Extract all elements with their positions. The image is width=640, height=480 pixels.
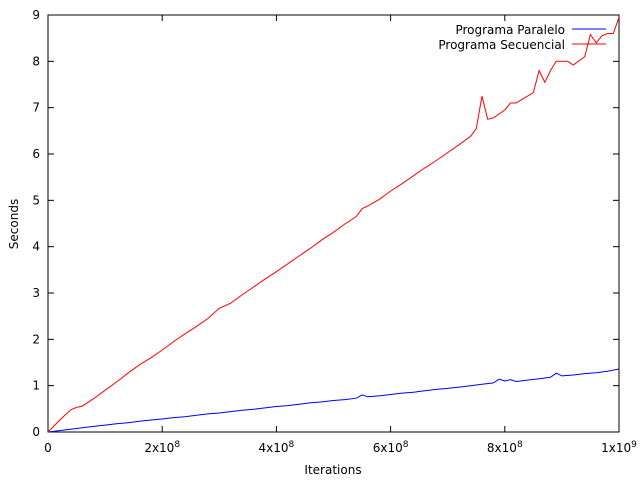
y-tick-label: 5	[32, 193, 40, 207]
y-tick-label: 6	[32, 147, 40, 161]
legend-label-secuencial: Programa Secuencial	[438, 38, 565, 52]
x-tick-label: 6x108	[373, 440, 409, 455]
y-tick-label: 4	[32, 240, 40, 254]
x-tick-label: 4x108	[259, 440, 295, 455]
y-tick-label: 7	[32, 101, 40, 115]
y-axis-ticks: 0 1 2 3 4 5 6 7 8 9	[32, 8, 619, 439]
x-tick-label: 2x108	[144, 440, 180, 455]
y-tick-label: 2	[32, 332, 40, 346]
y-tick-label: 9	[32, 8, 40, 22]
x-tick-label: 0	[44, 441, 52, 455]
y-tick-label: 0	[32, 425, 40, 439]
legend: Programa Paralelo Programa Secuencial	[438, 23, 606, 52]
plot-area	[47, 14, 620, 433]
plot-border	[47, 14, 620, 433]
series-line-secuencial	[47, 17, 620, 433]
legend-label-paralelo: Programa Paralelo	[455, 23, 565, 37]
series-layer	[47, 17, 620, 433]
y-tick-label: 3	[32, 286, 40, 300]
x-tick-label: 1x109	[601, 440, 637, 455]
y-tick-label: 1	[32, 379, 40, 393]
y-axis-title: Seconds	[7, 199, 21, 249]
y-tick-label: 8	[32, 54, 40, 68]
series-line-paralelo	[47, 368, 620, 433]
x-tick-label: 8x108	[487, 440, 523, 455]
x-axis-ticks: 0 2x108 4x108 6x108 8x108 1x109	[44, 15, 637, 455]
x-axis-title: Iterations	[304, 463, 361, 477]
